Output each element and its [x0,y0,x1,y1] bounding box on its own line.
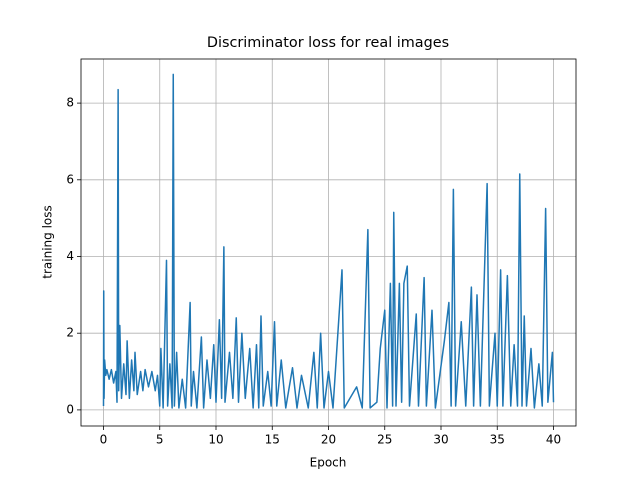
line-series [102,73,555,409]
x-tick-label: 40 [546,433,561,447]
y-tick-label: 0 [66,402,74,416]
plot-frame [80,58,577,427]
x-tick-label: 35 [490,433,505,447]
y-tick-label: 6 [66,172,74,186]
y-axis-label: training loss [41,205,55,278]
y-tick-label: 2 [66,326,74,340]
x-tick-label: 25 [377,433,392,447]
y-tick-label: 8 [66,96,74,110]
x-axis-label: Epoch [310,456,347,470]
x-tick-label: 0 [100,433,108,447]
chart-title: Discriminator loss for real images [207,35,449,51]
x-tick-label: 20 [321,433,336,447]
x-tick-label: 10 [208,433,223,447]
x-tick-label: 15 [265,433,280,447]
x-tick-label: 30 [433,433,448,447]
x-tick-label: 5 [156,433,164,447]
y-tick-label: 4 [66,249,74,263]
